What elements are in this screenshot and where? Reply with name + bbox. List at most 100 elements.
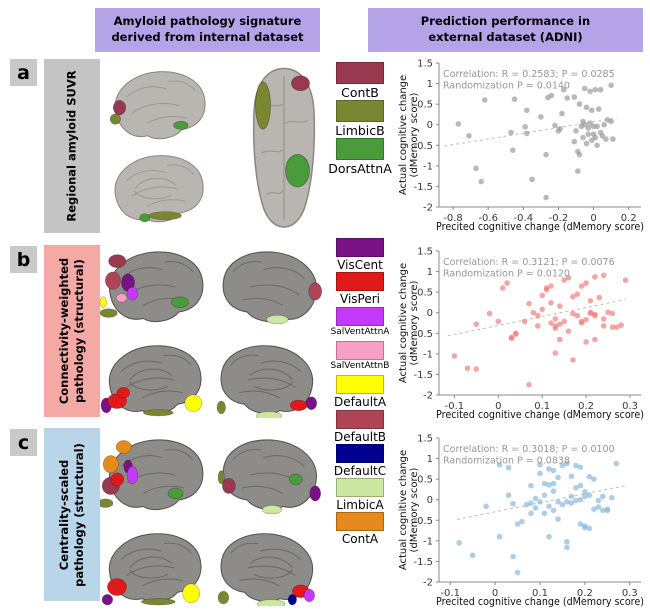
- svg-text:Correlation: R = 0.3018; P = 0: Correlation: R = 0.3018; P = 0.0100: [443, 444, 615, 455]
- legend-swatch: [336, 512, 384, 532]
- legend-swatch: [336, 138, 384, 160]
- brain-lat-row-c: [97, 434, 208, 514]
- svg-text:0: 0: [427, 308, 433, 319]
- legend-rows-b-c: VisCent VisPeri SalVentAttnA SalVentAttnB De…: [330, 238, 390, 553]
- svg-text:-1.5: -1.5: [413, 182, 433, 193]
- svg-text:0.5: 0.5: [417, 475, 433, 486]
- header-internal-dataset: Amyloid pathology signature derived from…: [95, 8, 320, 52]
- svg-text:-1.5: -1.5: [413, 557, 433, 568]
- svg-text:0.1: 0.1: [534, 401, 550, 412]
- svg-text:-2: -2: [423, 203, 433, 214]
- row-letter-c: c: [10, 429, 37, 456]
- scatter-plot-row-b: 1.5 1 0.5 0 -0.5 -1 -1.5 -2 -0.1 0 0.1 0.2 0.3 Correl…: [395, 245, 650, 423]
- legend-label: SalVentAttnB: [330, 360, 390, 371]
- svg-text:0: 0: [427, 495, 433, 506]
- svg-text:-0.8: -0.8: [443, 213, 463, 224]
- svg-text:0: 0: [427, 120, 433, 131]
- svg-text:Actual cognitive change(dMemor: Actual cognitive change(dMemory score): [398, 75, 420, 195]
- brain-lat-row-c-icon: [97, 439, 204, 511]
- scatter-row-c: 1.5 1 0.5 0 -0.5 -1 -1.5 -2 -0.1 0 0.1 0.2 0.3 Correl…: [398, 434, 644, 609]
- svg-text:-1: -1: [423, 349, 433, 360]
- svg-text:1.5: 1.5: [417, 434, 433, 445]
- scatter-row-a: 1.5 1 0.5 0 -0.5 -1 -1.5 -2 -0.8 -0.6 -0.4 -0.2 0 0.2…: [398, 59, 644, 234]
- row-banner-label: Centrality-scaled pathology (structural): [57, 442, 86, 587]
- legend-row-a: ContB LimbicB DorsAttnA: [328, 62, 392, 182]
- svg-text:Randomization P = 0.0140: Randomization P = 0.0140: [443, 81, 570, 92]
- brain-dorsal-row-a: [248, 64, 320, 230]
- svg-text:Correlation: R = 0.3121; P = 0: Correlation: R = 0.3121; P = 0.0076: [443, 257, 615, 268]
- row-letter-b: b: [10, 246, 37, 273]
- svg-text:0.5: 0.5: [417, 100, 433, 111]
- svg-text:-0.1: -0.1: [445, 401, 465, 412]
- legend-swatch: [336, 409, 384, 429]
- row-banner-centrality-scaled: Centrality-scaled pathology (structural): [44, 428, 100, 601]
- svg-text:Correlation: R = 0.2583; P = 0: Correlation: R = 0.2583; P = 0.0285: [443, 69, 615, 80]
- svg-text:1: 1: [427, 79, 433, 90]
- legend-swatch: [336, 306, 384, 326]
- legend-label: DefaultB: [333, 429, 387, 444]
- brain-lat-row-b-icon: [99, 251, 204, 323]
- svg-text:0.2: 0.2: [577, 588, 593, 599]
- row-banner-regional-amyloid-suvr: Regional amyloid SUVR: [44, 59, 100, 233]
- legend-label: LimbicA: [336, 498, 384, 513]
- svg-text:-0.6: -0.6: [478, 213, 498, 224]
- row-banner-label: Connectivity-weighted pathology (structu…: [57, 257, 86, 405]
- legend-swatch: [336, 62, 384, 84]
- svg-text:Precited cognitive change (dMe: Precited cognitive change (dMemory score…: [436, 596, 644, 608]
- svg-text:0.2: 0.2: [621, 213, 637, 224]
- svg-text:-0.1: -0.1: [440, 588, 460, 599]
- brain-med-row-b-icon: [100, 345, 203, 417]
- brain-med-row-b-icon: [216, 345, 318, 421]
- svg-text:-1: -1: [423, 161, 433, 172]
- scatter-row-b: 1.5 1 0.5 0 -0.5 -1 -1.5 -2 -0.1 0 0.1 0.2 0.3 Correl…: [398, 247, 644, 422]
- brain-dorsal-row-a-icon: [252, 67, 316, 228]
- legend-swatch: [336, 375, 384, 395]
- brain-lat-row-b-icon: [222, 251, 323, 325]
- svg-text:1.5: 1.5: [417, 247, 433, 258]
- legend-label: SalVentAttnA: [330, 326, 390, 337]
- brain-med-row-b: [216, 340, 322, 421]
- brain-lat-row-b: [218, 246, 326, 326]
- svg-text:Actual cognitive change(dMemor: Actual cognitive change(dMemory score): [398, 450, 420, 570]
- svg-text:-0.5: -0.5: [413, 516, 433, 527]
- svg-text:-0.2: -0.2: [549, 213, 569, 224]
- brain-lat-row-c-icon: [217, 439, 321, 515]
- svg-text:0.2: 0.2: [578, 401, 594, 412]
- scatter-plot-row-a: 1.5 1 0.5 0 -0.5 -1 -1.5 -2 -0.8 -0.6 -0.4 -0.2 0 0.2…: [395, 57, 650, 235]
- header-external-dataset: Prediction performance in external datas…: [368, 8, 643, 52]
- row-banner-label: Regional amyloid SUVR: [64, 70, 79, 222]
- legend-swatch: [336, 272, 384, 292]
- brain-med-row-a-icon: [114, 155, 204, 223]
- legend-label: VisPeri: [340, 292, 380, 307]
- legend-swatch: [336, 238, 384, 257]
- legend-swatch: [336, 443, 384, 463]
- svg-text:-2: -2: [423, 578, 433, 589]
- svg-text:0.5: 0.5: [417, 288, 433, 299]
- svg-text:Actual cognitive change(dMemor: Actual cognitive change(dMemory score): [398, 263, 420, 383]
- legend-label: ContB: [341, 85, 379, 100]
- svg-text:0.3: 0.3: [622, 588, 638, 599]
- svg-text:-1.5: -1.5: [413, 370, 433, 381]
- svg-text:0: 0: [492, 588, 498, 599]
- svg-text:-0.5: -0.5: [413, 329, 433, 340]
- brain-med-row-c-icon: [217, 533, 315, 609]
- brain-med-row-c-icon: [101, 533, 202, 606]
- brain-lat-row-c: [217, 434, 326, 515]
- legend-swatch: [336, 340, 384, 360]
- svg-text:-0.4: -0.4: [514, 213, 534, 224]
- svg-text:-0.5: -0.5: [413, 141, 433, 152]
- svg-text:Precited cognitive change (dMe: Precited cognitive change (dMemory score…: [436, 221, 644, 233]
- svg-text:0.1: 0.1: [532, 588, 548, 599]
- legend-label: VisCent: [337, 258, 383, 272]
- legend-label: LimbicB: [335, 123, 385, 138]
- legend-label: DefaultA: [333, 395, 387, 410]
- brain-lat-row-a: [106, 66, 210, 143]
- svg-text:0: 0: [590, 213, 596, 224]
- brain-med-row-a: [106, 150, 208, 226]
- legend-label: DorsAttnA: [328, 161, 392, 176]
- svg-text:-1: -1: [423, 536, 433, 547]
- legend-label: DefaultC: [333, 463, 387, 478]
- legend-swatch: [336, 100, 384, 122]
- svg-text:Randomization P = 0.0838: Randomization P = 0.0838: [443, 456, 570, 467]
